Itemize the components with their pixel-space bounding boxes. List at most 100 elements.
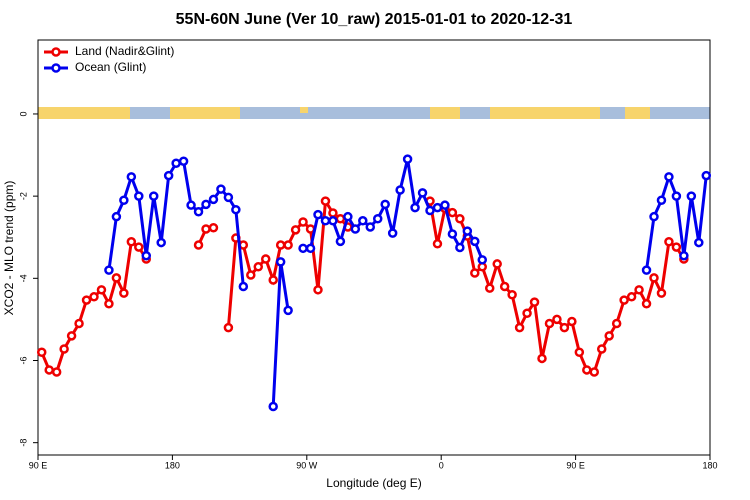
chart-title: 55N-60N June (Ver 10_raw) 2015-01-01 to … xyxy=(176,11,573,28)
data-point xyxy=(193,207,204,217)
data-point xyxy=(455,213,465,224)
data-point xyxy=(492,259,502,269)
data-point xyxy=(238,281,249,292)
series-line xyxy=(40,239,148,374)
data-point xyxy=(89,292,99,302)
x-tick-label: 90 E xyxy=(566,460,585,470)
data-point xyxy=(477,255,488,265)
data-point xyxy=(552,314,562,325)
data-point xyxy=(507,290,517,300)
data-point xyxy=(74,318,84,329)
data-point xyxy=(223,192,234,203)
data-point xyxy=(641,299,652,309)
data-point xyxy=(641,265,652,275)
data-point xyxy=(649,211,659,222)
data-point xyxy=(499,281,510,292)
data-point xyxy=(104,299,114,309)
data-point xyxy=(51,367,62,377)
data-point xyxy=(522,308,532,318)
data-point xyxy=(514,322,525,333)
data-point xyxy=(141,250,152,261)
data-point xyxy=(537,353,547,364)
data-point xyxy=(283,305,293,316)
data-point xyxy=(126,236,137,247)
data-point xyxy=(156,237,166,248)
data-point xyxy=(574,347,585,358)
data-point xyxy=(664,172,674,182)
data-point xyxy=(596,344,607,354)
data-point xyxy=(604,331,614,341)
data-point xyxy=(283,240,293,250)
data-point xyxy=(111,273,122,283)
x-axis-label: Longitude (deg E) xyxy=(326,476,421,490)
data-point xyxy=(335,236,346,247)
data-point xyxy=(66,331,77,341)
legend-marker xyxy=(51,47,61,57)
data-point xyxy=(410,202,420,213)
data-point xyxy=(178,156,189,166)
data-point xyxy=(96,285,107,295)
data-point xyxy=(119,288,129,298)
data-point xyxy=(679,250,689,261)
data-point xyxy=(425,205,435,216)
data-point xyxy=(305,243,316,254)
data-point xyxy=(470,236,480,247)
x-tick-label: 90 E xyxy=(29,460,48,470)
data-point xyxy=(559,322,570,333)
data-point xyxy=(694,237,704,248)
data-point xyxy=(432,202,443,213)
data-point xyxy=(395,185,405,195)
data-point xyxy=(335,213,346,224)
data-point xyxy=(440,200,450,210)
data-point xyxy=(350,224,361,234)
data-point xyxy=(126,172,137,182)
data-point xyxy=(208,194,219,205)
data-point xyxy=(417,188,428,198)
data-point xyxy=(626,292,637,302)
data-point xyxy=(365,222,376,232)
data-point xyxy=(119,195,129,205)
data-point xyxy=(402,154,413,164)
data-point xyxy=(298,217,308,227)
data-point xyxy=(671,242,682,252)
data-point xyxy=(275,240,286,250)
legend-marker xyxy=(51,63,61,73)
y-tick-label: -4 xyxy=(18,274,28,282)
data-point xyxy=(380,199,390,210)
data-point xyxy=(253,262,264,272)
data-point xyxy=(216,184,226,194)
y-axis-label: XCO2 - MLO trend (ppm) xyxy=(2,181,16,316)
data-point xyxy=(358,216,368,226)
x-tick-label: 90 W xyxy=(296,460,318,470)
data-point xyxy=(231,204,241,215)
data-point xyxy=(201,224,211,234)
data-point xyxy=(455,242,465,253)
data-point xyxy=(223,322,234,333)
data-point xyxy=(134,191,144,201)
data-point xyxy=(634,285,644,295)
data-point xyxy=(163,170,174,181)
data-point xyxy=(290,225,301,235)
data-point xyxy=(320,196,331,206)
data-point xyxy=(268,275,278,285)
data-point xyxy=(104,265,114,275)
legend-text: Land (Nadir&Glint) xyxy=(75,44,174,58)
data-point xyxy=(447,207,458,218)
data-point xyxy=(611,318,622,329)
y-tick-label: -6 xyxy=(18,356,28,364)
data-point xyxy=(298,243,308,254)
data-point xyxy=(619,295,629,305)
data-point xyxy=(268,401,278,412)
data-point xyxy=(134,242,144,252)
data-point xyxy=(470,268,480,278)
x-tick-label: 180 xyxy=(702,460,717,470)
data-point xyxy=(649,273,659,283)
x-tick-label: 0 xyxy=(439,460,444,470)
data-point xyxy=(529,297,540,307)
data-point xyxy=(260,254,271,264)
data-point xyxy=(36,347,47,358)
data-point xyxy=(313,209,323,220)
data-point xyxy=(484,283,495,293)
data-point xyxy=(59,344,69,354)
data-point xyxy=(328,208,338,218)
